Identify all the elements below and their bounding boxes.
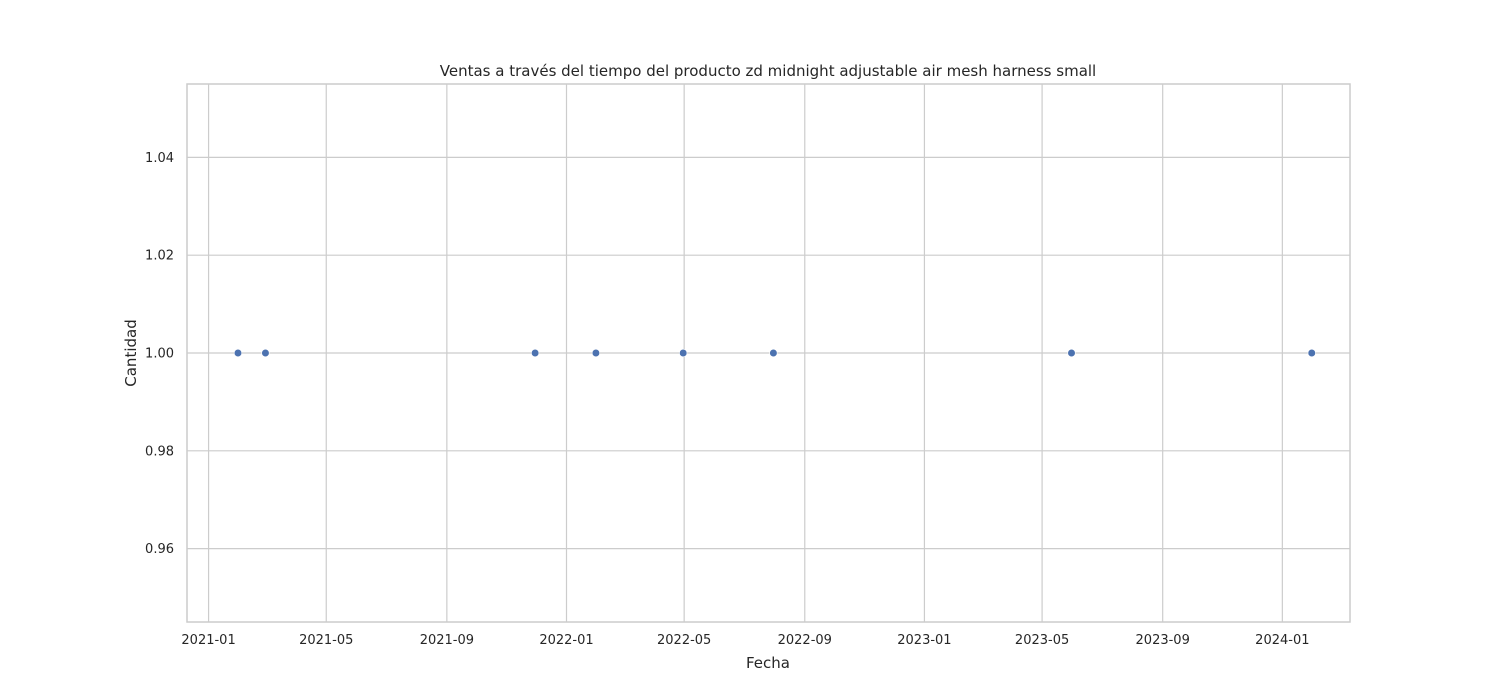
x-tick-label: 2023-05 — [1015, 633, 1069, 648]
y-tick-label: 1.02 — [145, 249, 174, 264]
x-axis-ticks: 2021-01 2021-05 2021-09 2022-01 2022-05 2022-… — [181, 633, 1309, 648]
x-tick-label: 2024-01 — [1255, 633, 1309, 648]
x-tick-label: 2022-01 — [539, 633, 593, 648]
x-tick-label: 2021-01 — [181, 633, 235, 648]
data-points — [233, 348, 1316, 358]
x-tick-label: 2023-01 — [897, 633, 951, 648]
x-tick-label: 2022-05 — [657, 633, 711, 648]
x-tick-label: 2022-09 — [778, 633, 832, 648]
x-tick-label: 2023-09 — [1136, 633, 1190, 648]
grid — [187, 84, 1350, 622]
y-tick-label: 0.98 — [145, 444, 174, 459]
y-tick-label: 0.96 — [145, 542, 174, 557]
chart-title: Ventas a través del tiempo del producto … — [440, 62, 1096, 80]
data-point — [233, 348, 243, 358]
data-point — [531, 348, 540, 358]
data-point — [1067, 348, 1076, 358]
plot-frame — [186, 83, 1351, 623]
data-point — [769, 348, 778, 358]
x-axis-label: Fecha — [746, 654, 790, 672]
x-tick-label: 2021-09 — [420, 633, 474, 648]
data-point — [679, 348, 688, 358]
data-point — [261, 348, 270, 358]
y-tick-label: 1.00 — [145, 347, 174, 362]
x-tick-label: 2021-05 — [299, 633, 353, 648]
y-axis-ticks: 0.96 0.98 1.00 1.02 1.04 — [145, 151, 174, 557]
y-tick-label: 1.04 — [145, 151, 174, 166]
data-point — [1307, 348, 1316, 358]
data-point — [591, 348, 601, 358]
y-axis-label: Cantidad — [122, 319, 140, 386]
